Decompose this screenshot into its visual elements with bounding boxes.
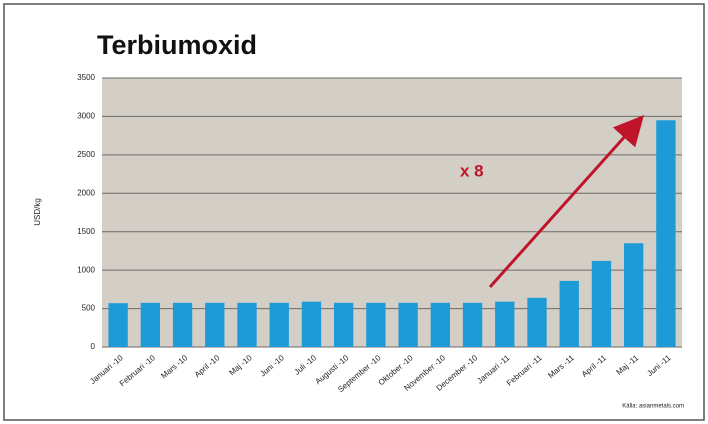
source: Källa: asianmetals.com — [622, 404, 684, 410]
bar — [527, 297, 547, 347]
bar — [301, 301, 322, 347]
plot-area — [102, 78, 682, 347]
annotation: x 8 — [460, 161, 484, 180]
bar — [624, 243, 644, 347]
y-tick-label: 2500 — [77, 150, 95, 159]
y-tick-label: 3000 — [77, 112, 95, 121]
y-tick-label: 500 — [82, 304, 96, 313]
trend-arrow — [488, 115, 645, 289]
bar — [237, 302, 257, 347]
bar — [462, 302, 483, 347]
y-tick-label: 2000 — [77, 188, 95, 197]
bar — [398, 302, 418, 347]
bar — [172, 302, 193, 347]
bar — [366, 302, 386, 347]
bar — [656, 120, 676, 348]
y-tick-label: 1000 — [77, 265, 95, 274]
bar — [591, 260, 612, 347]
bar — [140, 302, 160, 347]
bar — [430, 302, 450, 347]
bar — [559, 280, 579, 347]
chart-title: Terbiumoxid — [97, 30, 257, 60]
y-tick-label: 3500 — [77, 73, 95, 82]
bar — [205, 302, 225, 347]
bar — [495, 301, 515, 347]
bar — [108, 303, 128, 347]
y-tick-label: 1500 — [77, 227, 95, 236]
bar — [269, 302, 289, 347]
y-axis-label: USD/kg — [33, 198, 42, 226]
bar — [334, 302, 354, 347]
y-tick-label: 0 — [91, 342, 96, 351]
